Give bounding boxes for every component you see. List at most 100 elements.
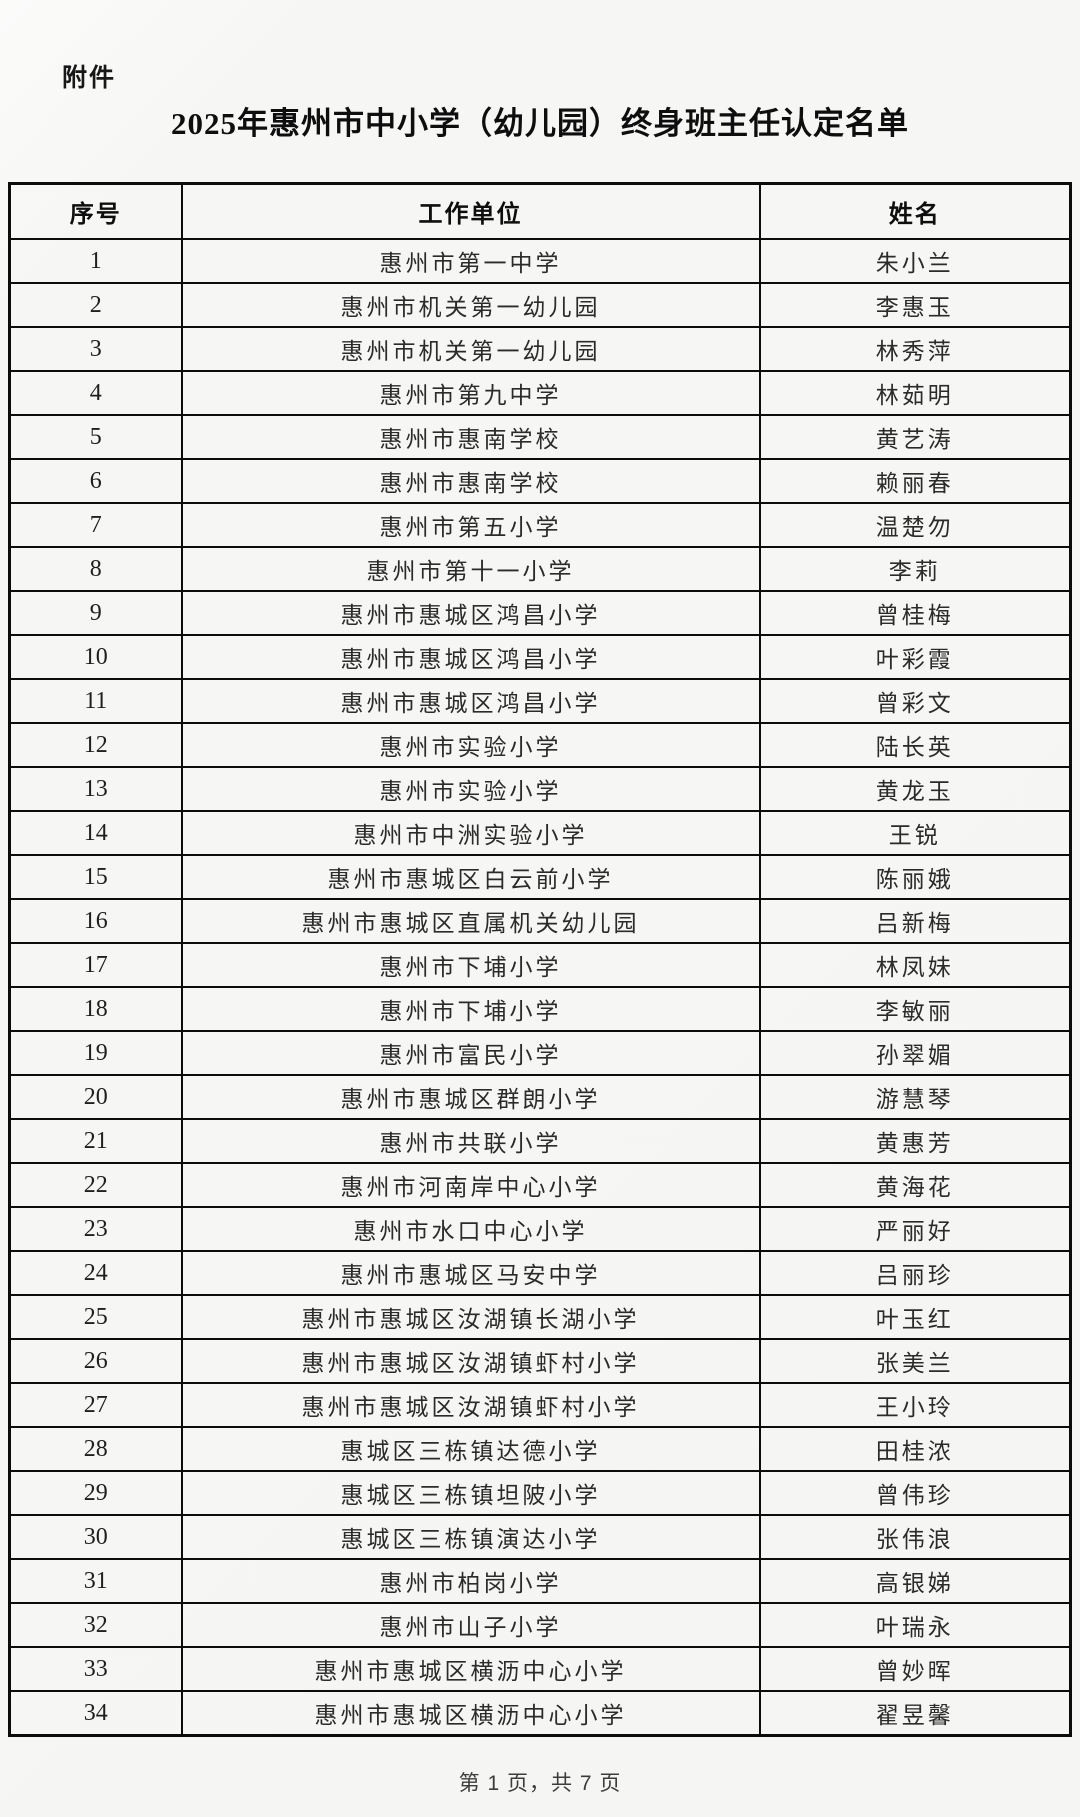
work-unit-cell: 惠州市水口中心小学 <box>180 1206 761 1252</box>
table-row: 31 惠州市柏岗小学 高银娣 <box>8 1558 1072 1604</box>
row-number: 27 <box>8 1382 183 1428</box>
person-name-cell: 王小玲 <box>758 1382 1072 1428</box>
row-number: 5 <box>8 414 183 460</box>
table-row: 32 惠州市山子小学 叶瑞永 <box>8 1602 1072 1648</box>
table-row: 13 惠州市实验小学 黄龙玉 <box>8 766 1072 812</box>
row-number: 2 <box>8 282 183 328</box>
row-number: 17 <box>8 942 183 988</box>
person-name-cell: 温楚勿 <box>758 502 1072 548</box>
row-number: 22 <box>8 1162 183 1208</box>
work-unit-cell: 惠州市惠城区群朗小学 <box>180 1074 761 1120</box>
row-number: 11 <box>8 678 183 724</box>
person-name-cell: 黄艺涛 <box>758 414 1072 460</box>
person-name-cell: 曾伟珍 <box>758 1470 1072 1516</box>
table-row: 21 惠州市共联小学 黄惠芳 <box>8 1118 1072 1164</box>
table-row: 16 惠州市惠城区直属机关幼儿园 吕新梅 <box>8 898 1072 944</box>
table-row: 8 惠州市第十一小学 李莉 <box>8 546 1072 592</box>
table-row: 23 惠州市水口中心小学 严丽好 <box>8 1206 1072 1252</box>
table-row: 14 惠州市中洲实验小学 王锐 <box>8 810 1072 856</box>
person-name-cell: 叶瑞永 <box>758 1602 1072 1648</box>
work-unit-cell: 惠州市惠城区鸿昌小学 <box>180 590 761 636</box>
person-name-cell: 吕丽珍 <box>758 1250 1072 1296</box>
work-unit-cell: 惠州市惠南学校 <box>180 458 761 504</box>
row-number: 25 <box>8 1294 183 1340</box>
person-name-cell: 叶玉红 <box>758 1294 1072 1340</box>
row-number: 19 <box>8 1030 183 1076</box>
work-unit-cell: 惠州市惠南学校 <box>180 414 761 460</box>
work-unit-cell: 惠州市惠城区汝湖镇长湖小学 <box>180 1294 761 1340</box>
person-name-cell: 朱小兰 <box>758 238 1072 284</box>
work-unit-cell: 惠州市惠城区汝湖镇虾村小学 <box>180 1338 761 1384</box>
table-row: 25 惠州市惠城区汝湖镇长湖小学 叶玉红 <box>8 1294 1072 1340</box>
row-number: 9 <box>8 590 183 636</box>
work-unit-cell: 惠州市山子小学 <box>180 1602 761 1648</box>
work-unit-cell: 惠州市惠城区横沥中心小学 <box>180 1646 761 1692</box>
column-header-no: 序号 <box>8 182 183 240</box>
work-unit-cell: 惠州市惠城区汝湖镇虾村小学 <box>180 1382 761 1428</box>
work-unit-cell: 惠州市下埔小学 <box>180 986 761 1032</box>
attachment-label: 附件 <box>62 65 117 92</box>
person-name-cell: 林秀萍 <box>758 326 1072 372</box>
person-name-cell: 陈丽娥 <box>758 854 1072 900</box>
row-number: 10 <box>8 634 183 680</box>
person-name-cell: 黄惠芳 <box>758 1118 1072 1164</box>
table-row: 33 惠州市惠城区横沥中心小学 曾妙晖 <box>8 1646 1072 1692</box>
row-number: 23 <box>8 1206 183 1252</box>
row-number: 12 <box>8 722 183 768</box>
row-number: 21 <box>8 1118 183 1164</box>
work-unit-cell: 惠州市共联小学 <box>180 1118 761 1164</box>
table-row: 27 惠州市惠城区汝湖镇虾村小学 王小玲 <box>8 1382 1072 1428</box>
person-name-cell: 曾桂梅 <box>758 590 1072 636</box>
table-row: 18 惠州市下埔小学 李敏丽 <box>8 986 1072 1032</box>
work-unit-cell: 惠州市第九中学 <box>180 370 761 416</box>
work-unit-cell: 惠州市实验小学 <box>180 722 761 768</box>
person-name-cell: 张美兰 <box>758 1338 1072 1384</box>
work-unit-cell: 惠州市惠城区横沥中心小学 <box>180 1690 761 1737</box>
row-number: 6 <box>8 458 183 504</box>
person-name-cell: 黄海花 <box>758 1162 1072 1208</box>
row-number: 33 <box>8 1646 183 1692</box>
table-row: 10 惠州市惠城区鸿昌小学 叶彩霞 <box>8 634 1072 680</box>
row-number: 15 <box>8 854 183 900</box>
table-row: 34 惠州市惠城区横沥中心小学 翟昱馨 <box>8 1690 1072 1737</box>
page-title: 2025年惠州市中小学（幼儿园）终身班主任认定名单 <box>171 106 909 141</box>
person-name-cell: 王锐 <box>758 810 1072 856</box>
column-header-unit: 工作单位 <box>180 182 761 240</box>
work-unit-cell: 惠州市河南岸中心小学 <box>180 1162 761 1208</box>
table-row: 3 惠州市机关第一幼儿园 林秀萍 <box>8 326 1072 372</box>
work-unit-cell: 惠州市惠城区马安中学 <box>180 1250 761 1296</box>
person-name-cell: 曾妙晖 <box>758 1646 1072 1692</box>
table-row: 2 惠州市机关第一幼儿园 李惠玉 <box>8 282 1072 328</box>
table-row: 28 惠城区三栋镇达德小学 田桂浓 <box>8 1426 1072 1472</box>
row-number: 30 <box>8 1514 183 1560</box>
row-number: 7 <box>8 502 183 548</box>
table-row: 19 惠州市富民小学 孙翠媚 <box>8 1030 1072 1076</box>
person-name-cell: 叶彩霞 <box>758 634 1072 680</box>
work-unit-cell: 惠州市柏岗小学 <box>180 1558 761 1604</box>
work-unit-cell: 惠州市实验小学 <box>180 766 761 812</box>
work-unit-cell: 惠州市第五小学 <box>180 502 761 548</box>
recognition-table: 序号 工作单位 姓名 1 惠州市第一中学 朱小兰 2 惠州市机关第一幼儿园 李惠玉 3 惠州市… <box>8 182 1072 1737</box>
table-row: 20 惠州市惠城区群朗小学 游慧琴 <box>8 1074 1072 1120</box>
table-row: 15 惠州市惠城区白云前小学 陈丽娥 <box>8 854 1072 900</box>
person-name-cell: 张伟浪 <box>758 1514 1072 1560</box>
person-name-cell: 吕新梅 <box>758 898 1072 944</box>
row-number: 31 <box>8 1558 183 1604</box>
table-row: 5 惠州市惠南学校 黄艺涛 <box>8 414 1072 460</box>
table-row: 30 惠城区三栋镇演达小学 张伟浪 <box>8 1514 1072 1560</box>
table-row: 12 惠州市实验小学 陆长英 <box>8 722 1072 768</box>
person-name-cell: 李惠玉 <box>758 282 1072 328</box>
table-row: 1 惠州市第一中学 朱小兰 <box>8 238 1072 284</box>
row-number: 20 <box>8 1074 183 1120</box>
person-name-cell: 游慧琴 <box>758 1074 1072 1120</box>
person-name-cell: 高银娣 <box>758 1558 1072 1604</box>
row-number: 18 <box>8 986 183 1032</box>
row-number: 3 <box>8 326 183 372</box>
person-name-cell: 曾彩文 <box>758 678 1072 724</box>
column-header-name: 姓名 <box>758 182 1072 240</box>
person-name-cell: 严丽好 <box>758 1206 1072 1252</box>
row-number: 14 <box>8 810 183 856</box>
table-row: 6 惠州市惠南学校 赖丽春 <box>8 458 1072 504</box>
person-name-cell: 林凤妹 <box>758 942 1072 988</box>
